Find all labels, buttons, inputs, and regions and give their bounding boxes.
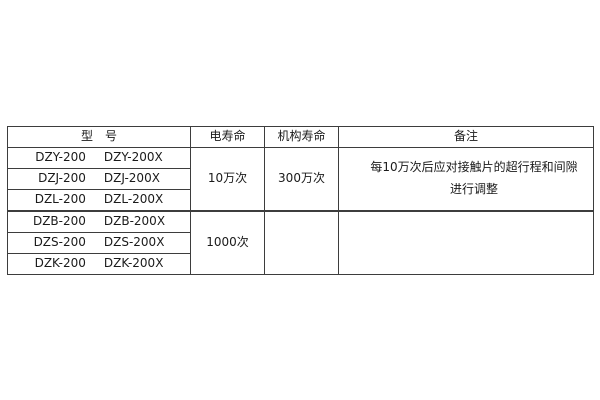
header-row: 型 号 电寿命 机构寿命 备注 bbox=[7, 126, 594, 148]
header-model: 型 号 bbox=[7, 126, 191, 148]
model-name: DZL-200 bbox=[34, 192, 86, 207]
model-cell: DZJ-200 DZJ-200X bbox=[7, 168, 191, 190]
table-row: DZJ-200 DZJ-200X bbox=[7, 168, 594, 190]
model-cell: DZL-200 DZL-200X bbox=[7, 189, 191, 212]
remarks-text-line1: 每10万次后应对接触片的超行程和间隙 bbox=[370, 160, 578, 175]
model-name: DZB-200 bbox=[32, 214, 86, 229]
model-cell: DZS-200 DZS-200X bbox=[7, 232, 191, 254]
model-name: DZS-200 bbox=[33, 235, 86, 250]
model-cell: DZB-200 DZB-200X bbox=[7, 210, 191, 233]
header-electrical-life: 电寿命 bbox=[190, 126, 265, 148]
model-name: DZY-200X bbox=[103, 150, 163, 165]
mechanical-life-cell: 300万次 bbox=[264, 147, 339, 212]
remarks-cell bbox=[338, 210, 594, 275]
model-name: DZB-200X bbox=[103, 214, 166, 229]
model-name: DZS-200X bbox=[103, 235, 165, 250]
model-name: DZL-200X bbox=[103, 192, 164, 207]
model-cell: DZK-200 DZK-200X bbox=[7, 253, 191, 275]
electrical-life-cell: 1000次 bbox=[190, 210, 265, 275]
table-row: DZB-200 DZB-200X 1000次 bbox=[7, 210, 594, 275]
model-name: DZJ-200X bbox=[103, 171, 160, 186]
model-name: DZJ-200 bbox=[38, 171, 86, 186]
relay-life-spec-table: 型 号 电寿命 机构寿命 备注 DZY-200 DZY-200X 10万次 30… bbox=[7, 126, 594, 275]
table-row: DZL-200 DZL-200X bbox=[7, 189, 594, 212]
table-row: DZK-200 DZK-200X bbox=[7, 253, 594, 275]
table-row: DZY-200 DZY-200X 10万次 300万次 每10万次后应对接触片的… bbox=[7, 147, 594, 212]
model-name: DZK-200 bbox=[34, 256, 86, 271]
model-name: DZK-200X bbox=[103, 256, 164, 271]
spec-table-container: 型 号 电寿命 机构寿命 备注 DZY-200 DZY-200X 10万次 30… bbox=[7, 126, 594, 275]
model-cell: DZY-200 DZY-200X bbox=[7, 147, 191, 169]
header-mechanical-life: 机构寿命 bbox=[264, 126, 339, 148]
header-remarks: 备注 bbox=[338, 126, 594, 148]
remarks-cell: 每10万次后应对接触片的超行程和间隙 进行调整 bbox=[338, 147, 594, 212]
mechanical-life-cell bbox=[264, 210, 339, 275]
remarks-text-line2: 进行调整 bbox=[449, 182, 498, 196]
electrical-life-cell: 10万次 bbox=[190, 147, 265, 212]
model-name: DZY-200 bbox=[35, 150, 86, 165]
